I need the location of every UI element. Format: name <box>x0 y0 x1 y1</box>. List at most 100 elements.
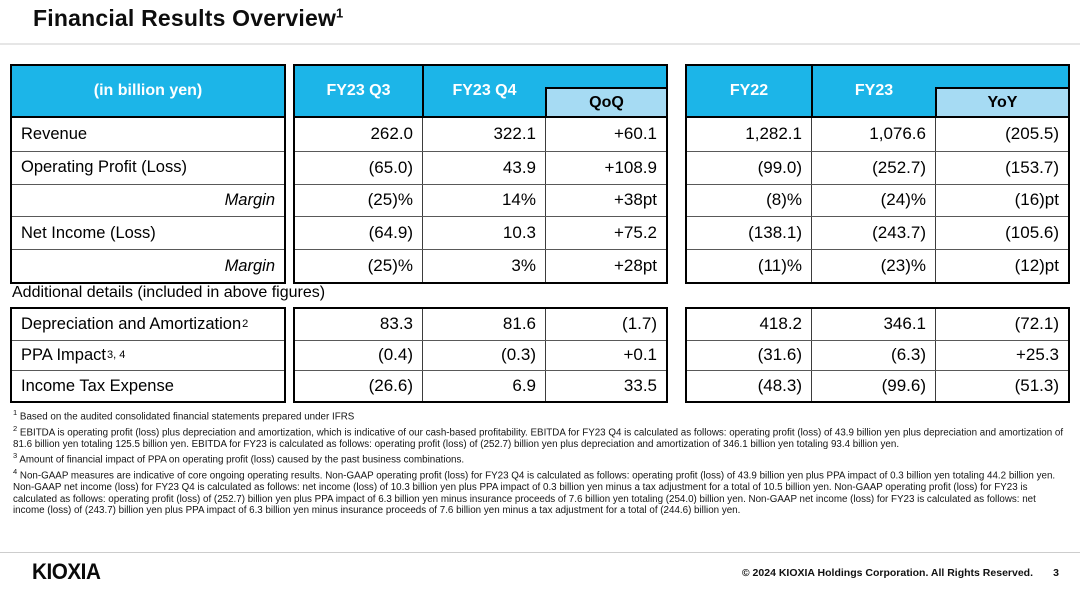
table-cell: (12)pt <box>935 250 1068 282</box>
table-cell: 346.1 <box>811 309 935 340</box>
row-label-text: PPA Impact <box>21 345 106 364</box>
row-label-op-margin: Margin <box>12 183 284 217</box>
table-row-net-income-quarterly: (64.9) 10.3 +75.2 <box>295 216 666 250</box>
table-cell: +75.2 <box>545 217 666 250</box>
row-label-depreciation: Depreciation and Amortization 2 <box>12 309 284 340</box>
footnote-3: 3 Amount of financial impact of PPA on o… <box>13 450 1070 466</box>
table-cell: (11)% <box>757 256 802 276</box>
footnote-2: 2 EBITDA is operating profit (loss) plus… <box>13 423 1070 450</box>
table-row-op-margin-quarterly: (25)% 14% +38pt <box>295 183 666 217</box>
table-cell: +60.1 <box>545 118 666 151</box>
table-cell: (23)% <box>811 250 935 282</box>
main-table-annual: FY22 FY23 YoY 1,282.1 1,076.6 (205.5) (9… <box>685 64 1070 284</box>
table-row-operating-profit-annual: (99.0) (252.7) (153.7) <box>687 150 1068 184</box>
column-header-yoy: YoY <box>935 87 1070 118</box>
table-row-depreciation-quarterly: 83.3 81.6 (1.7) <box>295 309 666 340</box>
table-row-ppa-annual: (31.6) (6.3) +25.3 <box>687 339 1068 371</box>
row-label-superscript: 2 <box>242 318 249 331</box>
table-cell: +28pt <box>545 250 666 282</box>
table-cell: 10.3 <box>422 217 545 250</box>
table-cell: 322.1 <box>422 118 545 151</box>
table-row-op-margin-annual: (8)% (24)% (16)pt <box>687 183 1068 217</box>
table-cell: +38pt <box>545 184 666 217</box>
table-cell: 43.9 <box>422 151 545 184</box>
table-cell: 3% <box>422 250 545 282</box>
table-cell: +25.3 <box>935 340 1068 371</box>
table-cell: (6.3) <box>811 340 935 371</box>
footnote-superscript: 4 <box>13 467 18 477</box>
table-cell: 33.5 <box>545 371 666 401</box>
row-label-ppa-impact: PPA Impact 3, 4 <box>12 339 284 371</box>
table-cell: (25)% <box>367 256 413 276</box>
table-cell: (99.6) <box>811 371 935 401</box>
table-cell: +108.9 <box>545 151 666 184</box>
row-label-operating-profit: Operating Profit (Loss) <box>12 150 284 184</box>
table-cell: 418.2 <box>759 314 802 334</box>
table-cell: (0.3) <box>422 340 545 371</box>
column-header-fy23: FY23 <box>811 66 935 116</box>
table-cell: 14% <box>422 184 545 217</box>
table-row-revenue-quarterly: 262.0 322.1 +60.1 <box>295 118 666 151</box>
column-header-fy23q3: FY23 Q3 <box>326 82 391 99</box>
table-row-income-tax-annual: (48.3) (99.6) (51.3) <box>687 370 1068 401</box>
row-label-revenue: Revenue <box>21 124 88 143</box>
additional-table-annual: 418.2 346.1 (72.1) (31.6) (6.3) +25.3 (4… <box>685 307 1070 403</box>
copyright-text: © 2024 KIOXIA Holdings Corporation. All … <box>741 567 1033 579</box>
additional-table-labels: Depreciation and Amortization 2 PPA Impac… <box>10 307 286 403</box>
table-row-depreciation-annual: 418.2 346.1 (72.1) <box>687 309 1068 340</box>
table-cell: (1.7) <box>545 309 666 340</box>
row-label-net-income: Net Income (Loss) <box>12 216 284 249</box>
table-cell: (72.1) <box>935 309 1068 340</box>
table-cell: (138.1) <box>748 223 802 243</box>
footnotes: 1 Based on the audited consolidated fina… <box>13 407 1070 517</box>
table-cell: (105.6) <box>935 217 1068 250</box>
additional-table-quarterly: 83.3 81.6 (1.7) (0.4) (0.3) +0.1 (26.6) … <box>293 307 668 403</box>
footnote-text: EBITDA is operating profit (loss) plus d… <box>13 427 1064 450</box>
table-cell: (153.7) <box>935 151 1068 184</box>
table-cell: (48.3) <box>757 376 802 396</box>
table-cell: (243.7) <box>811 217 935 250</box>
table-cell: (16)pt <box>935 184 1068 217</box>
table-cell: (99.0) <box>757 157 802 177</box>
footnote-superscript: 2 <box>13 423 18 433</box>
row-label-text: Income Tax Expense <box>21 376 174 395</box>
annual-header: FY22 FY23 YoY <box>687 66 1070 118</box>
table-cell: (25)% <box>367 190 413 210</box>
table-row-income-tax-quarterly: (26.6) 6.9 33.5 <box>295 370 666 401</box>
page-title: Financial Results Overview1 <box>33 5 343 32</box>
table-cell: 1,282.1 <box>745 124 802 144</box>
footnote-text: Based on the audited consolidated financ… <box>19 411 355 423</box>
table-cell: (51.3) <box>935 371 1068 401</box>
footnote-superscript: 1 <box>13 408 18 417</box>
additional-details-label: Additional details (included in above fi… <box>12 284 326 301</box>
table-cell: +0.1 <box>545 340 666 371</box>
row-label-ni-margin: Margin <box>12 249 284 282</box>
table-row-revenue-annual: 1,282.1 1,076.6 (205.5) <box>687 118 1068 151</box>
table-row-ni-margin-annual: (11)% (23)% (12)pt <box>687 249 1068 282</box>
footnote-1: 1 Based on the audited consolidated fina… <box>13 407 1070 423</box>
table-cell: (8)% <box>766 190 802 210</box>
page-number: 3 <box>1053 567 1059 579</box>
table-row-ppa-quarterly: (0.4) (0.3) +0.1 <box>295 339 666 371</box>
footnote-text: Amount of financial impact of PPA on ope… <box>19 454 465 466</box>
column-header-qoq: QoQ <box>545 87 668 118</box>
footnote-superscript: 3 <box>13 451 18 461</box>
table-cell: 81.6 <box>422 309 545 340</box>
table-cell: (31.6) <box>757 345 802 365</box>
kioxia-logo: KIOXIA <box>32 559 101 584</box>
table-row-operating-profit-quarterly: (65.0) 43.9 +108.9 <box>295 150 666 184</box>
footnote-4: 4 Non-GAAP measures are indicative of co… <box>13 466 1070 517</box>
table-cell: (205.5) <box>935 118 1068 151</box>
row-label-text: Depreciation and Amortization <box>21 314 242 333</box>
row-label-superscript: 3, 4 <box>106 349 126 362</box>
page-title-text: Financial Results Overview <box>33 5 337 31</box>
row-label-income-tax: Income Tax Expense <box>12 370 284 401</box>
table-cell: (252.7) <box>811 151 935 184</box>
unit-header: (in billion yen) <box>12 66 284 118</box>
table-cell: (64.9) <box>368 223 413 243</box>
table-cell: 83.3 <box>379 314 413 334</box>
main-table-labels: (in billion yen) Revenue Operating Profi… <box>10 64 286 284</box>
page-title-superscript: 1 <box>336 5 344 21</box>
table-row-ni-margin-quarterly: (25)% 3% +28pt <box>295 249 666 282</box>
table-cell: (26.6) <box>368 376 413 396</box>
